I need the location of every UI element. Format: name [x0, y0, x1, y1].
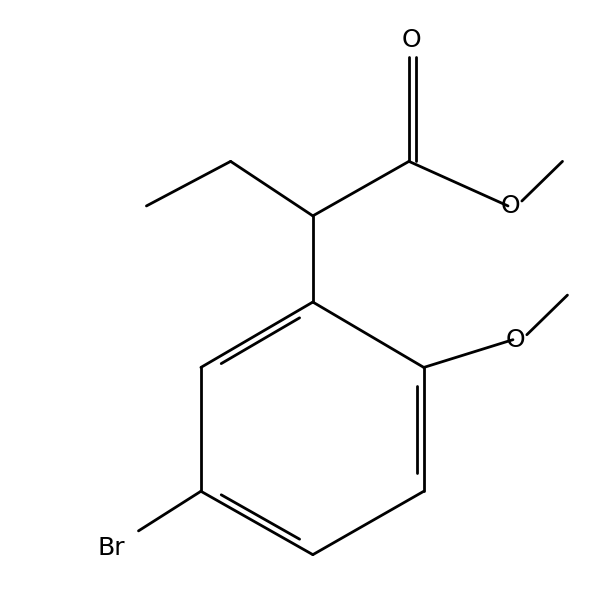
Text: Br: Br — [98, 536, 125, 560]
Text: O: O — [402, 28, 422, 52]
Text: O: O — [505, 328, 525, 352]
Text: O: O — [500, 194, 520, 218]
